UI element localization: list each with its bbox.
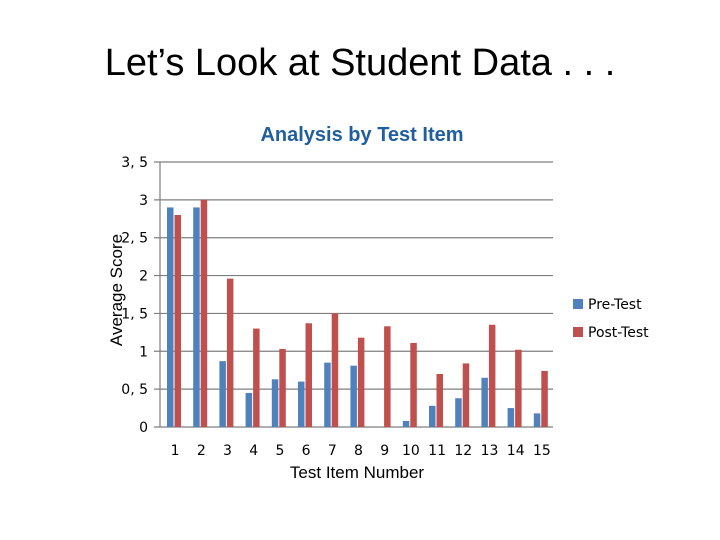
y-tick-label: 2, 5 — [121, 231, 148, 247]
pre-test-bar — [245, 392, 253, 427]
legend-swatch — [573, 299, 583, 309]
y-tick-label: 0, 5 — [121, 382, 148, 398]
y-tick-label: 0 — [139, 420, 148, 436]
post-test-bar — [200, 199, 208, 427]
legend-label: Post-Test — [588, 325, 649, 341]
post-test-bar — [384, 326, 391, 427]
pre-test-bar — [481, 377, 488, 427]
post-test-bar — [462, 363, 470, 427]
x-tick-label: 9 — [380, 443, 389, 459]
x-tick-label: 14 — [507, 443, 525, 459]
legend-swatch — [573, 327, 583, 337]
pre-test-bar — [219, 361, 226, 427]
pre-test-bar — [507, 408, 515, 427]
post-test-bar — [226, 278, 234, 427]
pre-test-bar — [167, 207, 174, 427]
post-test-bar — [174, 215, 181, 427]
x-tick-label: 4 — [249, 443, 258, 459]
x-tick-label: 1 — [171, 443, 180, 459]
slide-title: Let’s Look at Student Data . . . — [104, 42, 616, 84]
pre-test-bar — [324, 362, 331, 427]
pre-test-bar — [271, 379, 279, 427]
x-tick-label: 13 — [481, 443, 499, 459]
x-axis-label: Test Item Number — [290, 463, 424, 482]
bars — [167, 199, 548, 427]
chart-title: Analysis by Test Item — [260, 124, 463, 146]
post-test-bar — [488, 324, 496, 427]
y-axis-ticks: 0 0, 5 1 1, 5 2 2, 5 3 3, 5 — [121, 155, 148, 436]
post-test-bar — [305, 323, 312, 427]
x-tick-label: 11 — [428, 443, 446, 459]
post-test-bar — [357, 337, 365, 427]
pre-test-bar — [533, 413, 541, 427]
x-tick-label: 2 — [197, 443, 206, 459]
x-tick-label: 3 — [223, 443, 232, 459]
x-axis-ticks: 1 2 3 4 5 6 7 8 9 10 11 12 13 14 15 — [171, 443, 551, 459]
x-tick-label: 8 — [354, 443, 363, 459]
post-test-bar — [410, 342, 417, 427]
y-tick-label: 1, 5 — [121, 306, 148, 322]
pre-test-bar — [193, 207, 200, 427]
x-tick-label: 5 — [275, 443, 284, 459]
post-test-bar — [279, 349, 286, 427]
y-tick-label: 2 — [139, 269, 148, 285]
legend: Pre-Test Post-Test — [573, 297, 649, 341]
post-test-bar — [541, 370, 548, 427]
y-tick-label: 3, 5 — [121, 155, 148, 171]
post-test-bar — [331, 313, 339, 427]
y-axis-label: Average Score — [107, 234, 126, 346]
post-test-bar — [436, 374, 443, 427]
x-tick-label: 12 — [454, 443, 472, 459]
pre-test-bar — [402, 420, 410, 427]
post-test-bar — [253, 328, 260, 427]
y-tick-label: 3 — [139, 193, 148, 209]
y-tick-label: 1 — [139, 344, 148, 360]
x-tick-label: 6 — [302, 443, 311, 459]
x-tick-label: 7 — [328, 443, 337, 459]
pre-test-bar — [350, 365, 357, 427]
legend-label: Pre-Test — [588, 297, 642, 313]
x-tick-label: 15 — [533, 443, 551, 459]
pre-test-bar — [455, 398, 462, 427]
post-test-bar — [515, 349, 522, 427]
x-tick-label: 10 — [402, 443, 420, 459]
pre-test-bar — [298, 381, 305, 427]
pre-test-bar — [429, 405, 436, 427]
